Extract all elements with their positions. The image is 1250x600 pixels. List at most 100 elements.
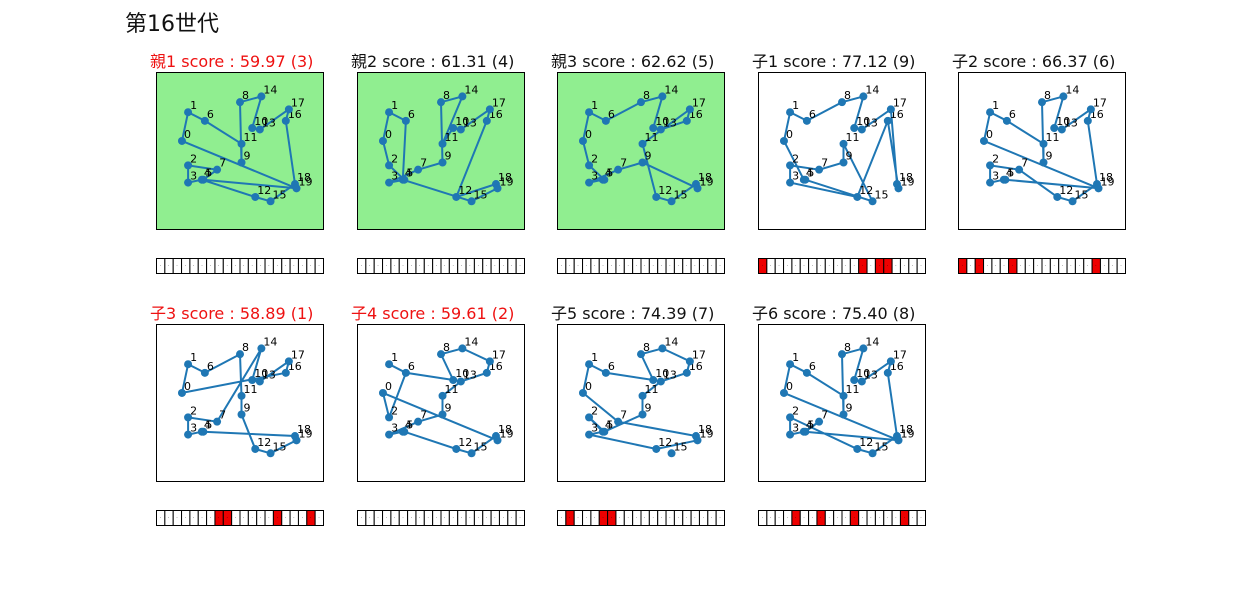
city-label: 14: [263, 83, 277, 96]
city-node: [213, 417, 222, 426]
gene-mark: ·: [293, 263, 294, 268]
city-label: 4: [405, 419, 412, 432]
city-label: 5: [807, 419, 814, 432]
city-label: 14: [464, 83, 478, 96]
city-node: [257, 344, 266, 353]
gene-mark: ·: [879, 263, 880, 268]
gene-mark: ·: [201, 515, 202, 520]
city-label: 7: [821, 157, 828, 170]
city-label: 10: [655, 367, 669, 380]
city-label: 6: [1009, 108, 1016, 121]
city-label: 11: [645, 131, 659, 144]
city-node: [637, 350, 645, 359]
city-label: 2: [792, 404, 799, 417]
city-label: 10: [455, 367, 469, 380]
city-node: [177, 388, 186, 397]
city-label: 1: [190, 351, 197, 364]
gene-mark: ·: [661, 263, 662, 268]
city-label: 8: [1044, 89, 1051, 102]
city-node: [1059, 92, 1068, 101]
city-node: [292, 184, 301, 193]
city-node: [1083, 116, 1092, 125]
city-node: [638, 410, 647, 419]
panel-title: 子3 score : 58.89 (1): [150, 304, 314, 323]
city-label: 3: [391, 170, 398, 183]
city-label: 5: [1007, 167, 1014, 180]
city-label: 15: [875, 188, 889, 201]
city-label: 6: [408, 108, 415, 121]
city-label: 14: [865, 335, 879, 348]
gene-mark: ·: [895, 515, 896, 520]
city-node: [779, 136, 788, 145]
gene-mark: ·: [653, 263, 654, 268]
city-label: 3: [190, 422, 197, 435]
city-label: 17: [291, 96, 305, 109]
city-node: [248, 124, 257, 133]
gene-mark: ·: [795, 515, 796, 520]
gene-bar: · · · · · · · · · · · · · · · · · · · ·: [357, 510, 525, 526]
gene-mark: ·: [669, 263, 670, 268]
panel-title: 子4 score : 59.61 (2): [351, 304, 515, 323]
city-label: 15: [875, 440, 889, 453]
city-node: [284, 357, 293, 366]
city-node: [886, 105, 895, 114]
gene-mark: ·: [904, 263, 905, 268]
gene-cell: [314, 510, 324, 526]
city-label: 6: [608, 108, 615, 121]
city-node: [1068, 197, 1077, 206]
city-node: [184, 360, 193, 369]
city-node: [693, 184, 702, 193]
city-node: [438, 410, 447, 419]
city-label: 2: [190, 404, 197, 417]
city-label: 12: [859, 436, 873, 449]
city-label: 12: [458, 184, 472, 197]
city-node: [437, 98, 445, 107]
gene-mark: ·: [486, 263, 487, 268]
city-label: 4: [806, 419, 813, 432]
city-label: 0: [786, 128, 793, 141]
city-label: 1: [591, 351, 598, 364]
gene-mark: ·: [586, 515, 587, 520]
gene-bar: · · · · · · · · · · · · · · · · · · · ·: [557, 258, 725, 274]
city-label: 9: [445, 401, 452, 414]
city-label: 6: [408, 360, 415, 373]
city-label: 10: [856, 367, 870, 380]
gene-mark: ·: [369, 263, 370, 268]
city-label: 11: [445, 131, 459, 144]
city-node: [601, 116, 610, 125]
city-node: [237, 158, 246, 167]
city-label: 0: [184, 380, 191, 393]
gene-mark: ·: [577, 515, 578, 520]
city-node: [177, 136, 186, 145]
city-node: [184, 178, 193, 187]
gene-mark: ·: [201, 263, 202, 268]
gene-bar: · · · · · · · · · · · · · · · · · · · ·: [557, 510, 725, 526]
city-node: [786, 178, 795, 187]
gene-mark: ·: [762, 515, 763, 520]
city-node: [493, 436, 502, 445]
city-node: [1039, 158, 1048, 167]
gene-mark: ·: [310, 515, 311, 520]
gene-mark: ·: [711, 263, 712, 268]
city-label: 2: [190, 152, 197, 165]
city-label: 18: [498, 171, 512, 184]
gene-mark: ·: [920, 263, 921, 268]
city-node: [637, 98, 645, 107]
gene-mark: ·: [694, 263, 695, 268]
city-node: [200, 368, 209, 377]
city-node: [482, 368, 491, 377]
city-label: 17: [1093, 96, 1107, 109]
city-label: 4: [806, 167, 813, 180]
city-node: [401, 368, 410, 377]
city-node: [1001, 175, 1010, 184]
gene-mark: ·: [436, 515, 437, 520]
gene-mark: ·: [461, 515, 462, 520]
city-node: [400, 427, 409, 436]
city-label: 1: [190, 99, 197, 112]
gene-mark: ·: [210, 263, 211, 268]
city-label: 8: [443, 341, 450, 354]
city-node: [652, 444, 661, 453]
city-label: 9: [846, 401, 853, 414]
city-node: [266, 449, 275, 458]
